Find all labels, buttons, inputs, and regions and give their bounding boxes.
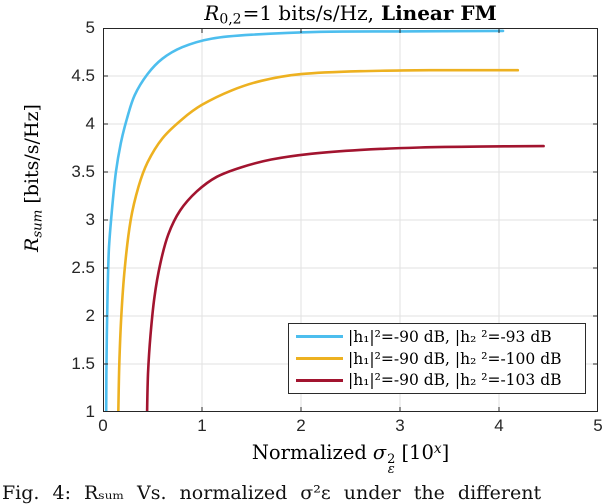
y-tick-label: 2: [85, 306, 95, 325]
chart-title: R0,2=1 bits/s/Hz, Linear FM: [103, 1, 598, 28]
title-bold-text: Linear FM: [381, 1, 497, 25]
xlabel-bracket-close: ]: [441, 441, 450, 465]
legend-item: |h₁|²=-90 dB, |h₂ ²=-93 dB: [289, 326, 585, 348]
y-tick-label: 3.5: [71, 162, 95, 181]
legend-line-swatch: [296, 378, 343, 382]
x-tick-label: 4: [494, 416, 504, 435]
y-tick-label: 1: [85, 402, 95, 421]
legend-label: |h₁|²=-90 dB, |h₂ ²=-103 dB: [348, 371, 562, 390]
x-axis-label: Normalized σ 2 ε [10x]: [103, 441, 598, 478]
legend: |h₁|²=-90 dB, |h₂ ²=-93 dB |h₁|²=-90 dB,…: [288, 323, 586, 394]
x-tick-label: 1: [197, 416, 207, 435]
sigma-subscript: ε: [387, 462, 395, 478]
legend-item: |h₁|²=-90 dB, |h₂ ²=-100 dB: [289, 348, 585, 370]
title-text: =1 bits/s/Hz,: [242, 1, 374, 25]
xlabel-exponent: x: [433, 441, 442, 457]
sigma-symbol: σ: [372, 441, 387, 465]
legend-item: |h₁|²=-90 dB, |h₂ ²=-103 dB: [289, 369, 585, 391]
figure-caption: Fig. 4: Rₛᵤₘ Vs. normalized σ²ε under th…: [2, 482, 542, 504]
legend-label: |h₁|²=-90 dB, |h₂ ²=-93 dB: [348, 327, 552, 346]
x-tick-label: 2: [296, 416, 306, 435]
y-tick-label: 1.5: [71, 354, 95, 373]
legend-line-swatch: [296, 357, 343, 360]
legend-label: |h₁|²=-90 dB, |h₂ ²=-100 dB: [348, 349, 562, 368]
plot-area: [102, 27, 599, 413]
xlabel-bracket-open: [10: [401, 441, 434, 465]
y-tick-label: 2.5: [71, 258, 95, 277]
legend-line-swatch: [296, 335, 343, 339]
x-tick-label: 3: [395, 416, 405, 435]
y-tick-label: 4.5: [71, 66, 95, 85]
y-tick-label: 4: [85, 114, 95, 133]
sigma-superscript: 2: [387, 452, 396, 468]
xlabel-text: Normalized: [251, 441, 367, 465]
plot-svg: [102, 27, 599, 413]
title-variable: R: [204, 1, 220, 25]
axes-frame: [102, 27, 599, 413]
ylabel-variable: R: [21, 237, 43, 252]
y-tick-label: 3: [85, 210, 95, 229]
data-curves: [104, 29, 545, 412]
y-tick-label: 5: [85, 18, 95, 37]
title-subscript: 0,2: [219, 11, 242, 28]
x-tick-label: 5: [593, 416, 603, 435]
x-tick-label: 0: [98, 416, 108, 435]
